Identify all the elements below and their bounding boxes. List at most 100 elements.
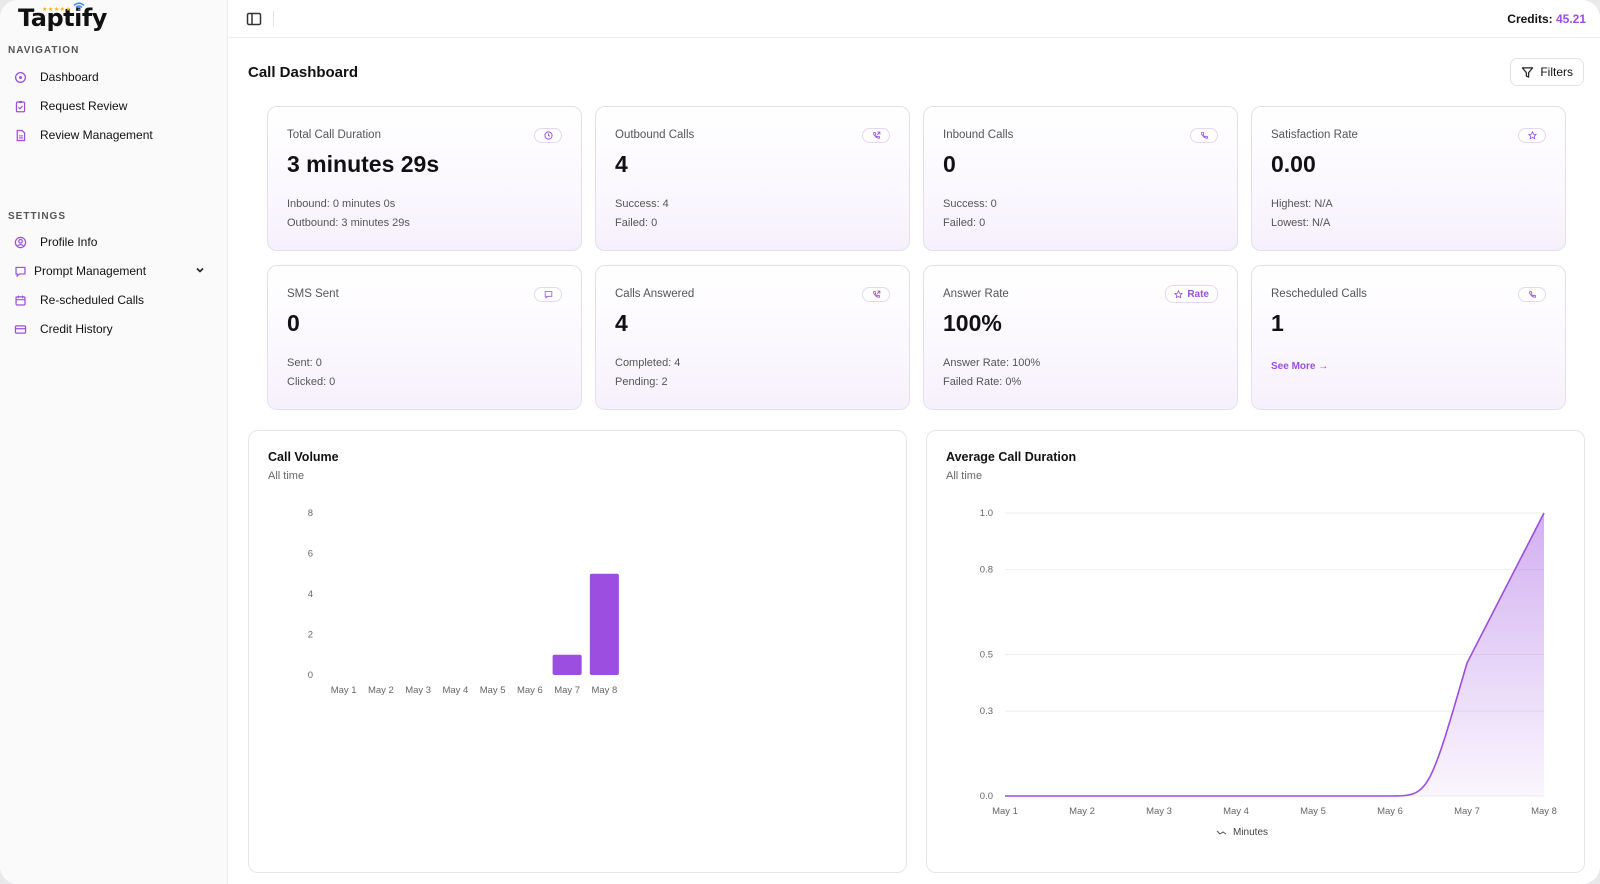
y-tick-label: 0.3 bbox=[980, 706, 993, 717]
card-detail: Clicked: 0 bbox=[287, 376, 336, 388]
card-title: Rescheduled Calls bbox=[1271, 288, 1367, 300]
sidebar-item-prompt-management[interactable]: Prompt Management bbox=[12, 258, 214, 284]
stat-card-inbound-calls: Inbound Calls 0 Success: 0 Failed: 0 bbox=[923, 106, 1238, 251]
legend-trend-icon bbox=[1216, 830, 1227, 835]
card-detail: Failed Rate: 0% bbox=[943, 376, 1022, 388]
x-tick-label: May 3 bbox=[1146, 806, 1172, 817]
call-volume-chart: 0 2 4 6 8 May 1 May 2 May 3 May 4 May 5 May 6 May 7… bbox=[308, 508, 619, 696]
stat-card-total-call-duration: Total Call Duration 3 minutes 29s Inboun… bbox=[267, 106, 582, 251]
x-tick-label: May 4 bbox=[1223, 806, 1249, 817]
card-detail: Answer Rate: 100% bbox=[943, 357, 1041, 369]
credit-card-icon bbox=[12, 321, 28, 337]
message-icon bbox=[12, 263, 28, 279]
sidebar-item-credit-history[interactable]: Credit History bbox=[12, 316, 214, 342]
filters-button[interactable]: Filters bbox=[1510, 58, 1584, 86]
chart-subtitle: All time bbox=[268, 470, 305, 482]
sidebar: Taptify ★★★★★ NAVIGATION Dashboard Reque… bbox=[0, 0, 228, 884]
x-tick-label: May 1 bbox=[331, 685, 357, 696]
stat-card-satisfaction-rate: Satisfaction Rate 0.00 Highest: N/A Lowe… bbox=[1251, 106, 1566, 251]
card-title: Satisfaction Rate bbox=[1271, 129, 1358, 141]
card-detail: Completed: 4 bbox=[615, 357, 681, 369]
phone-outgoing-icon bbox=[862, 128, 890, 143]
stat-card-calls-answered: Calls Answered 4 Completed: 4 Pending: 2 bbox=[595, 265, 910, 410]
sidebar-item-review-management[interactable]: Review Management bbox=[12, 122, 214, 148]
x-tick-label: May 8 bbox=[1531, 806, 1557, 817]
chat-icon bbox=[534, 287, 562, 302]
card-title: Inbound Calls bbox=[943, 129, 1014, 141]
x-tick-label: May 6 bbox=[1377, 806, 1403, 817]
stat-card-outbound-calls: Outbound Calls 4 Success: 4 Failed: 0 bbox=[595, 106, 910, 251]
phone-icon bbox=[1518, 287, 1546, 302]
topbar: Credits: 45.21 bbox=[229, 0, 1600, 38]
card-detail: Sent: 0 bbox=[287, 357, 322, 369]
x-tick-label: May 6 bbox=[517, 685, 543, 696]
y-tick-label: 0.5 bbox=[980, 650, 993, 661]
phone-outgoing-icon bbox=[862, 287, 890, 302]
y-tick-label: 1.0 bbox=[980, 508, 993, 519]
clock-icon bbox=[534, 128, 562, 143]
chevron-down-icon[interactable] bbox=[194, 264, 206, 276]
y-tick-label: 8 bbox=[308, 508, 313, 519]
credits-value: 45.21 bbox=[1555, 12, 1586, 26]
settings-section-label: SETTINGS bbox=[8, 211, 67, 222]
user-circle-icon bbox=[12, 234, 28, 250]
x-tick-label: May 2 bbox=[1069, 806, 1095, 817]
average-call-duration-panel: Average Call Duration All time 0.0 0.3 0.5… bbox=[926, 430, 1585, 873]
card-detail: Failed: 0 bbox=[615, 217, 658, 229]
bar[interactable] bbox=[589, 573, 619, 675]
page-title: Call Dashboard bbox=[248, 64, 359, 81]
logo[interactable]: Taptify ★★★★★ bbox=[18, 2, 107, 36]
sidebar-item-request-review[interactable]: Request Review bbox=[12, 93, 214, 119]
sidebar-item-rescheduled-calls[interactable]: Re-scheduled Calls bbox=[12, 287, 214, 313]
x-tick-label: May 8 bbox=[591, 685, 617, 696]
stat-card-sms-sent: SMS Sent 0 Sent: 0 Clicked: 0 bbox=[267, 265, 582, 410]
sidebar-toggle-icon[interactable] bbox=[245, 10, 263, 28]
sidebar-item-label: Re-scheduled Calls bbox=[40, 293, 145, 307]
credits-display: Credits: 45.21 bbox=[1507, 12, 1586, 26]
card-detail: Lowest: N/A bbox=[1271, 217, 1331, 229]
y-tick-label: 6 bbox=[308, 549, 313, 560]
sidebar-item-label: Profile Info bbox=[40, 235, 98, 249]
wifi-icon bbox=[73, 2, 85, 11]
sidebar-item-label: Review Management bbox=[40, 128, 153, 142]
sidebar-item-dashboard[interactable]: Dashboard bbox=[12, 64, 214, 90]
x-tick-label: May 5 bbox=[480, 685, 506, 696]
credits-label: Credits: bbox=[1507, 12, 1553, 26]
document-icon bbox=[12, 127, 28, 143]
topbar-divider bbox=[273, 11, 274, 27]
x-tick-label: May 5 bbox=[1300, 806, 1326, 817]
card-detail: Failed: 0 bbox=[943, 217, 986, 229]
card-detail: Success: 4 bbox=[615, 198, 669, 210]
star-icon bbox=[1174, 289, 1183, 298]
sidebar-item-label: Dashboard bbox=[40, 70, 99, 84]
chart-title: Average Call Duration bbox=[946, 450, 1077, 464]
chart-subtitle: All time bbox=[946, 470, 983, 482]
card-detail: Success: 0 bbox=[943, 198, 997, 210]
rate-badge: Rate bbox=[1165, 285, 1218, 303]
card-detail: Inbound: 0 minutes 0s bbox=[287, 198, 396, 210]
x-tick-label: May 7 bbox=[1454, 806, 1480, 817]
y-tick-label: 0.0 bbox=[980, 791, 993, 802]
y-tick-label: 2 bbox=[308, 630, 313, 641]
x-tick-label: May 4 bbox=[442, 685, 468, 696]
filters-label: Filters bbox=[1540, 65, 1573, 79]
card-detail: Outbound: 3 minutes 29s bbox=[287, 217, 410, 229]
chart-title: Call Volume bbox=[268, 450, 339, 464]
bar[interactable] bbox=[552, 654, 582, 675]
calendar-icon bbox=[12, 292, 28, 308]
card-title: SMS Sent bbox=[287, 288, 339, 300]
sidebar-item-label: Prompt Management bbox=[34, 264, 147, 278]
card-value: 0 bbox=[287, 310, 300, 336]
sidebar-item-label: Request Review bbox=[40, 99, 128, 113]
rate-badge-label: Rate bbox=[1187, 288, 1209, 300]
card-value: 0.00 bbox=[1271, 151, 1316, 177]
sidebar-item-profile-info[interactable]: Profile Info bbox=[12, 229, 214, 255]
series-line[interactable] bbox=[1005, 512, 1545, 797]
logo-text: Taptify bbox=[18, 4, 107, 32]
see-more-link[interactable]: See More → bbox=[1271, 361, 1329, 372]
x-tick-label: May 3 bbox=[405, 685, 431, 696]
card-value: 4 bbox=[615, 310, 628, 336]
x-tick-label: May 7 bbox=[554, 685, 580, 696]
card-value: 100% bbox=[943, 310, 1002, 336]
area-fill bbox=[1005, 513, 1544, 796]
